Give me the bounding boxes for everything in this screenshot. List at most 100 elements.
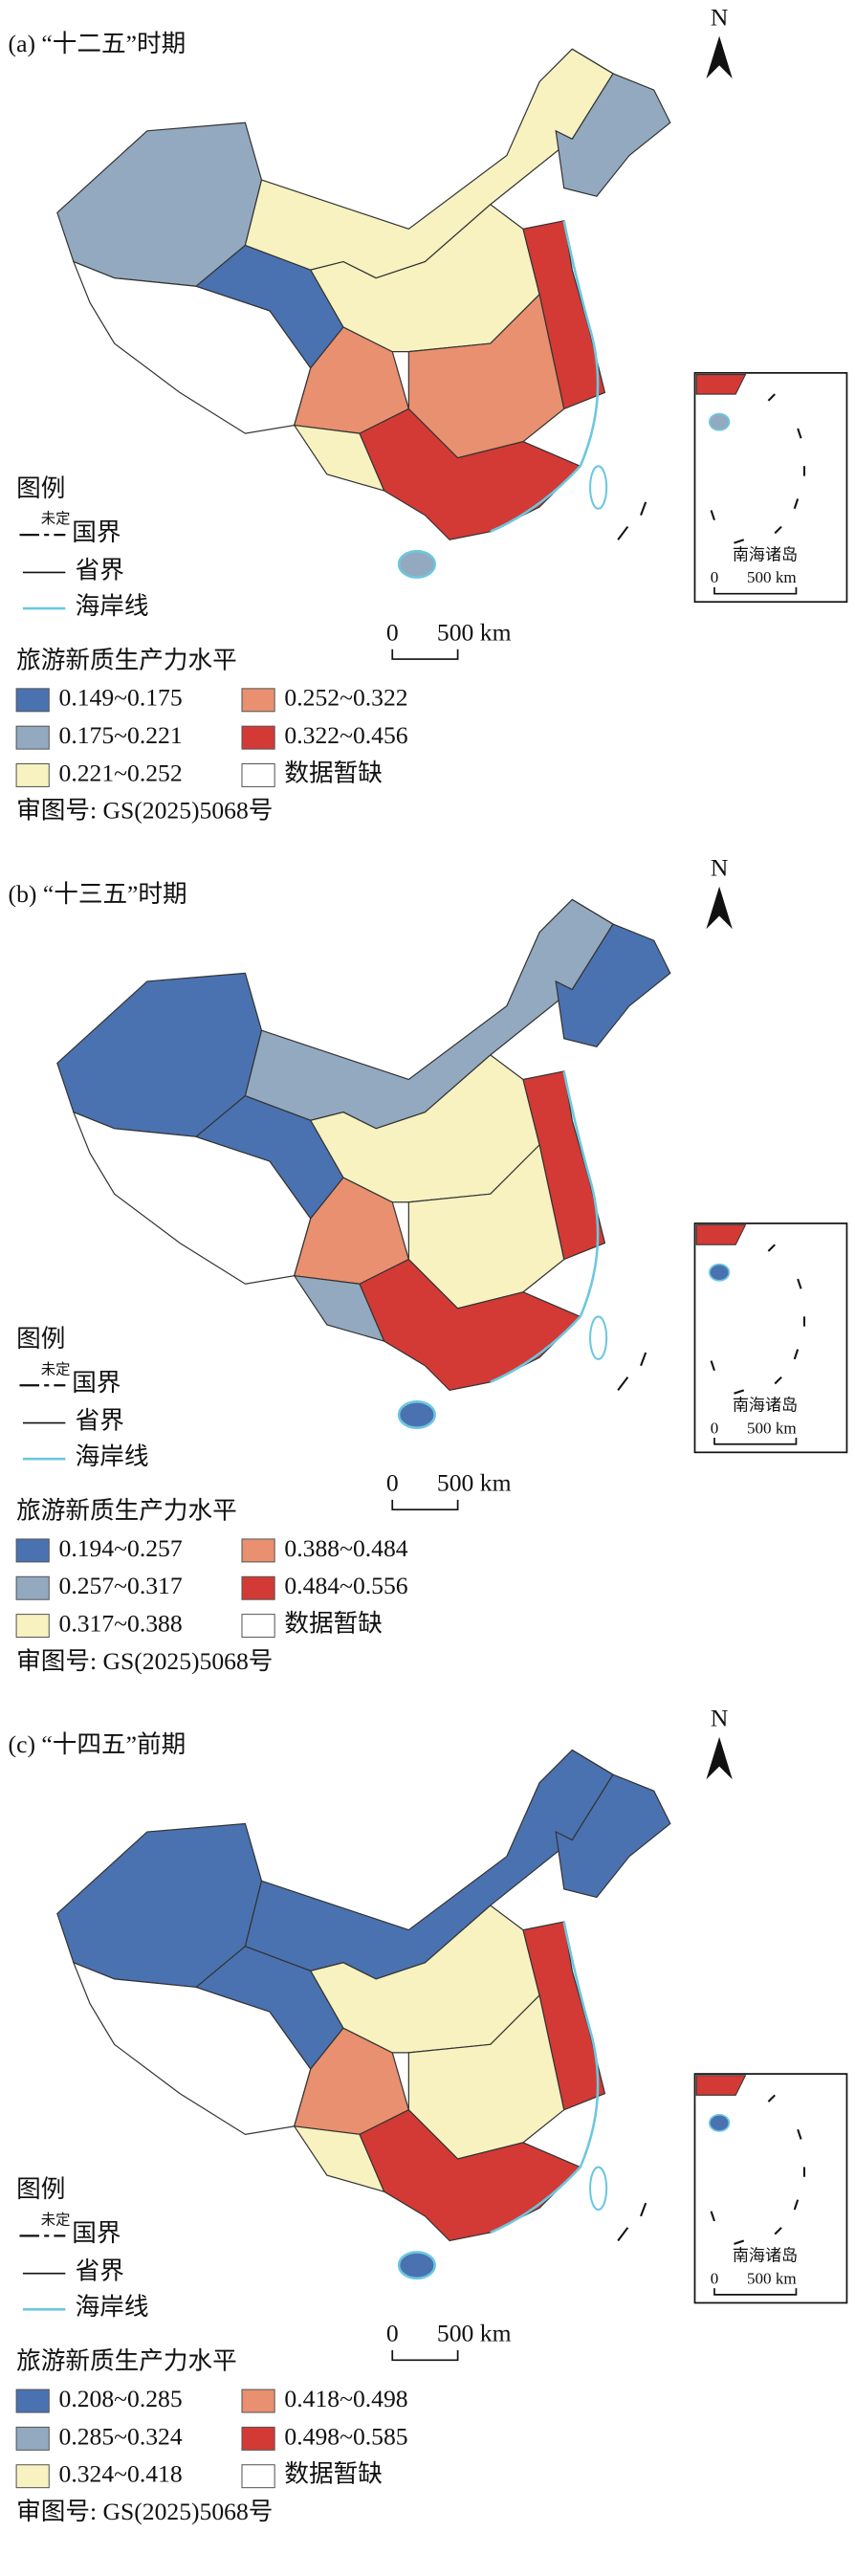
national-border-label: 国界 <box>72 1369 121 1397</box>
scale-label: 500 km <box>437 618 512 646</box>
north-arrow <box>706 886 733 930</box>
legend-label: 0.388~0.484 <box>284 1534 407 1562</box>
legend-label: 0.418~0.498 <box>284 2385 407 2412</box>
legend-label: 数据暂缺 <box>284 759 382 786</box>
inset-title: 南海诸岛 <box>733 545 798 563</box>
inset-scale-zero: 0 <box>711 2269 719 2287</box>
nine-dash <box>617 1352 647 1391</box>
inset-frame <box>693 1222 848 1454</box>
north-label: N <box>711 3 729 31</box>
north-label: N <box>711 854 729 882</box>
provincial-border-label: 省界 <box>76 556 124 583</box>
inset-hainan <box>709 1263 731 1282</box>
inset-frame <box>693 2073 848 2304</box>
legend-swatch <box>15 762 50 787</box>
legend-swatch <box>15 1614 50 1639</box>
undetermined-label: 未定 <box>41 510 71 527</box>
nine-dash <box>617 2202 647 2242</box>
scale-label: 500 km <box>437 1468 512 1496</box>
coastline-label: 海岸线 <box>76 1442 149 1470</box>
legend-label: 0.175~0.221 <box>59 721 183 749</box>
undetermined-label: 未定 <box>41 1360 71 1377</box>
inset-dashes <box>710 2094 806 2245</box>
legend-swatch <box>241 1614 275 1639</box>
inset-hainan <box>709 412 731 431</box>
review-number: 审图号: GS(2025)5068号 <box>16 1647 273 1675</box>
legend-title: 图例 <box>16 2175 65 2203</box>
coastline-label: 海岸线 <box>76 592 149 620</box>
panel-title: (b) “十三五”时期 <box>9 880 187 908</box>
nine-dash <box>617 501 647 540</box>
legend-label: 0.149~0.175 <box>59 684 183 712</box>
index-title: 旅游新质生产力水平 <box>16 2347 237 2375</box>
province-group <box>555 898 671 1047</box>
legend-swatch <box>241 2389 275 2413</box>
review-number: 审图号: GS(2025)5068号 <box>16 2498 273 2525</box>
taiwan <box>589 2166 608 2212</box>
legend-swatch <box>241 688 275 713</box>
inset-land <box>695 374 747 395</box>
hainan <box>397 549 436 579</box>
inset-scale-label: 500 km <box>747 1419 797 1437</box>
inset-land <box>695 1224 747 1245</box>
inset-land <box>695 2075 747 2096</box>
inset-dashes <box>710 393 806 544</box>
review-number: 审图号: GS(2025)5068号 <box>16 797 273 825</box>
legend-swatch <box>15 688 50 713</box>
province-group <box>555 48 671 197</box>
scale-zero: 0 <box>386 618 399 646</box>
legend-label: 0.285~0.324 <box>59 2422 183 2450</box>
panel-title: (a) “十二五”时期 <box>9 30 186 57</box>
legend-label: 数据暂缺 <box>284 1609 382 1637</box>
scale-zero: 0 <box>386 2320 399 2347</box>
inset-scale-label: 500 km <box>747 2269 797 2287</box>
inset-title: 南海诸岛 <box>733 1396 798 1414</box>
national-border-label: 国界 <box>72 2219 121 2247</box>
scale-label: 500 km <box>437 2320 512 2347</box>
inset-scale-bar <box>713 2288 798 2296</box>
scale-bar <box>391 649 459 660</box>
scale-zero: 0 <box>386 1468 399 1496</box>
legend-swatch <box>15 1575 50 1600</box>
legend-label: 0.257~0.317 <box>59 1572 183 1599</box>
legend-label: 0.484~0.556 <box>284 1572 407 1599</box>
scale-bar <box>391 1499 459 1511</box>
legend-label: 0.498~0.585 <box>284 2422 407 2450</box>
legend-title: 图例 <box>16 474 65 502</box>
legend-swatch <box>241 2464 275 2489</box>
coastline-label: 海岸线 <box>76 2293 149 2321</box>
legend-label: 0.324~0.418 <box>59 2460 183 2488</box>
undetermined-label: 未定 <box>41 2211 71 2228</box>
inset-title: 南海诸岛 <box>733 2247 798 2265</box>
coastline <box>490 1921 600 2235</box>
hainan <box>397 2251 436 2280</box>
provincial-border-label: 省界 <box>76 1406 124 1434</box>
panel-title: (c) “十四五”前期 <box>9 1730 186 1758</box>
coastline <box>490 220 600 533</box>
north-arrow <box>706 35 733 79</box>
inset-hainan <box>709 2113 731 2132</box>
inset-scale-zero: 0 <box>711 1419 719 1437</box>
legend-swatch <box>241 2426 275 2451</box>
legend-label: 数据暂缺 <box>284 2460 382 2488</box>
legend-label: 0.322~0.456 <box>284 721 407 749</box>
taiwan <box>589 465 608 510</box>
legend-title: 图例 <box>16 1325 65 1353</box>
north-label: N <box>711 1705 729 1732</box>
inset-scale-label: 500 km <box>747 568 797 586</box>
legend-label: 0.221~0.252 <box>59 759 183 786</box>
legend-swatch <box>241 1575 275 1600</box>
legend-swatch <box>241 725 275 750</box>
legend-swatch <box>15 725 50 750</box>
inset-scale-bar <box>713 1437 798 1445</box>
coastline <box>490 1070 600 1383</box>
inset-scale-zero: 0 <box>711 568 719 586</box>
inset-frame <box>693 371 848 604</box>
inset-scale-bar <box>713 586 798 595</box>
legend-label: 0.252~0.322 <box>284 684 407 712</box>
legend-swatch <box>15 2426 50 2451</box>
hainan <box>397 1400 436 1429</box>
